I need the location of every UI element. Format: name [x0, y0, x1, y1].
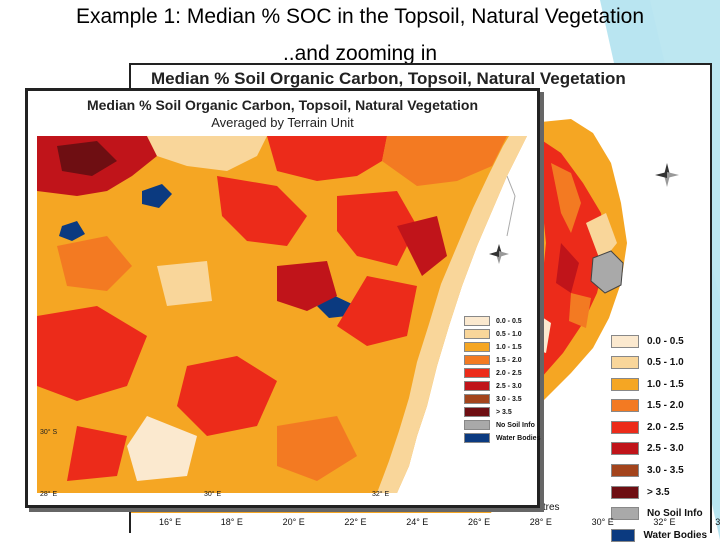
front-legend-label: 0.0 - 0.5 — [496, 317, 522, 325]
slide-subtitle: ..and zooming in — [282, 42, 438, 65]
front-legend-item: 1.0 - 1.5 — [464, 341, 556, 354]
front-lat-label: 30° S — [40, 429, 58, 436]
front-legend-swatch — [464, 381, 490, 392]
front-x-tick: 28° E — [40, 491, 58, 498]
back-map-x-axis: 16° E 18° E 20° E 22° E 24° E 26° E 28° E 30° E… — [131, 513, 720, 533]
back-legend-item: 0.5 - 1.0 — [611, 353, 707, 373]
back-legend-label: 2.5 - 3.0 — [647, 443, 684, 455]
front-legend-label: No Soil Info — [496, 421, 535, 429]
back-legend-swatch — [611, 377, 639, 391]
front-map-subtitle: Averaged by Terrain Unit — [211, 115, 354, 130]
front-legend-item: Water Bodies — [464, 432, 556, 445]
front-legend-item: 0.0 - 0.5 — [464, 315, 556, 328]
back-map-title: Median % Soil Organic Carbon, Topsoil, N… — [151, 69, 626, 88]
front-map-panel: Median % Soil Organic Carbon, Topsoil, N… — [25, 88, 540, 508]
back-legend-item: 1.5 - 2.0 — [611, 396, 707, 416]
scale-bar-label: metres — [529, 502, 560, 513]
front-x-tick: 30° E — [204, 491, 222, 498]
back-x-tick: 34° E — [715, 517, 720, 527]
back-legend-item: 0.0 - 0.5 — [611, 331, 707, 351]
back-legend-swatch — [611, 442, 639, 456]
back-legend-item: > 3.5 — [611, 482, 707, 502]
back-x-tick: 26° E — [468, 517, 491, 527]
back-legend-label: 3.0 - 3.5 — [647, 465, 684, 477]
front-map-title: Median % Soil Organic Carbon, Topsoil, N… — [86, 97, 478, 113]
front-legend-label: 2.0 - 2.5 — [496, 369, 522, 377]
slide-title: Example 1: Median % SOC in the Topsoil, … — [75, 5, 645, 28]
front-legend-item: No Soil Info — [464, 419, 556, 432]
back-legend-label: 1.5 - 2.0 — [647, 400, 684, 412]
front-legend-swatch — [464, 394, 490, 405]
back-legend-swatch — [611, 334, 639, 348]
back-x-tick: 18° E — [220, 517, 243, 527]
back-legend-swatch — [611, 356, 639, 370]
front-map-image — [37, 136, 534, 493]
north-arrow-icon — [655, 163, 679, 187]
back-x-tick: 24° E — [406, 517, 429, 527]
front-legend-item: 3.0 - 3.5 — [464, 393, 556, 406]
back-x-tick: 22° E — [344, 517, 367, 527]
front-legend-label: 3.0 - 3.5 — [496, 395, 522, 403]
front-legend-swatch — [464, 355, 490, 366]
front-legend-label: 2.5 - 3.0 — [496, 382, 522, 390]
back-legend-swatch — [611, 507, 639, 521]
back-legend-label: 0.0 - 0.5 — [647, 335, 684, 347]
back-legend-label: 0.5 - 1.0 — [647, 357, 684, 369]
front-legend-swatch — [464, 407, 490, 418]
back-map-legend: 0.0 - 0.5 0.5 - 1.0 1.0 - 1.5 1.5 - 2.0 2.0 … — [611, 331, 707, 547]
front-legend-swatch — [464, 316, 490, 327]
back-legend-item: 2.0 - 2.5 — [611, 417, 707, 437]
front-legend-label: 1.5 - 2.0 — [496, 356, 522, 364]
front-legend-item: 1.5 - 2.0 — [464, 354, 556, 367]
front-legend-swatch — [464, 433, 490, 444]
front-map-legend: 0.0 - 0.5 0.5 - 1.0 1.0 - 1.5 1.5 - 2.0 2.0 … — [464, 315, 556, 445]
front-legend-item: 2.0 - 2.5 — [464, 367, 556, 380]
back-legend-item: 2.5 - 3.0 — [611, 439, 707, 459]
back-x-tick: 16° E — [159, 517, 182, 527]
front-legend-item: > 3.5 — [464, 406, 556, 419]
front-legend-item: 0.5 - 1.0 — [464, 328, 556, 341]
front-legend-swatch — [464, 329, 490, 340]
back-x-tick: 20° E — [282, 517, 305, 527]
front-legend-label: > 3.5 — [496, 408, 512, 416]
back-legend-label: Water Bodies — [643, 529, 707, 541]
back-legend-label: 1.0 - 1.5 — [647, 378, 684, 390]
back-legend-item: No Soil Info — [611, 504, 707, 524]
back-x-tick: 28° E — [529, 517, 552, 527]
front-legend-label: Water Bodies — [496, 434, 541, 442]
back-legend-swatch — [611, 420, 639, 434]
back-legend-swatch — [611, 399, 639, 413]
front-north-arrow-icon — [489, 244, 509, 264]
front-legend-label: 1.0 - 1.5 — [496, 343, 522, 351]
back-legend-item: 3.0 - 3.5 — [611, 461, 707, 481]
back-legend-label: > 3.5 — [647, 486, 670, 498]
front-legend-swatch — [464, 368, 490, 379]
back-x-tick: 30° E — [591, 517, 614, 527]
back-x-tick: 32° E — [653, 517, 676, 527]
front-legend-label: 0.5 - 1.0 — [496, 330, 522, 338]
back-legend-item: 1.0 - 1.5 — [611, 374, 707, 394]
back-legend-label: No Soil Info — [647, 508, 703, 520]
front-legend-item: 2.5 - 3.0 — [464, 380, 556, 393]
back-legend-swatch — [611, 485, 639, 499]
back-legend-swatch — [611, 464, 639, 478]
front-x-tick: 32° E — [372, 491, 390, 498]
front-legend-swatch — [464, 420, 490, 431]
back-legend-label: 2.0 - 2.5 — [647, 421, 684, 433]
front-legend-swatch — [464, 342, 490, 353]
